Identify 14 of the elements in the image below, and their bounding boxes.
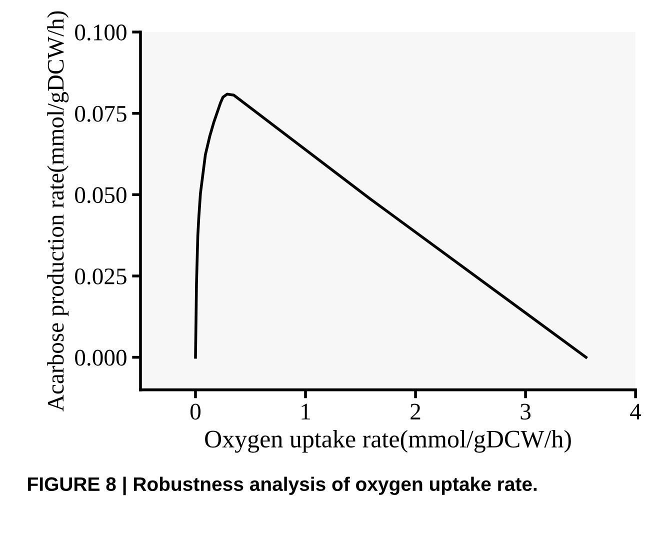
y-axis-title: Acarbose production rate(mmol/gDCW/h) bbox=[47, 11, 69, 412]
x-tick-label: 4 bbox=[630, 404, 642, 420]
line-series bbox=[194, 92, 588, 359]
x-tick-label: 1 bbox=[302, 404, 310, 420]
x-tick-label: 2 bbox=[410, 404, 420, 420]
caption: FIGURE 8 | Robustness analysis of oxygen uptake rate. bbox=[28, 476, 537, 496]
x-axis-title: Oxygen uptake rate(mmol/gDCW/h) bbox=[205, 430, 571, 453]
x-tick-label: 0 bbox=[190, 404, 200, 420]
y-tick-label: 0.100 bbox=[75, 24, 126, 41]
y-tick-label: 0.000 bbox=[75, 350, 126, 366]
y-tick-label: 0.050 bbox=[75, 187, 126, 204]
y-tick-label: 0.025 bbox=[75, 268, 126, 285]
x-tick-label: 3 bbox=[520, 404, 531, 420]
y-tick-label: 0.075 bbox=[75, 106, 126, 122]
